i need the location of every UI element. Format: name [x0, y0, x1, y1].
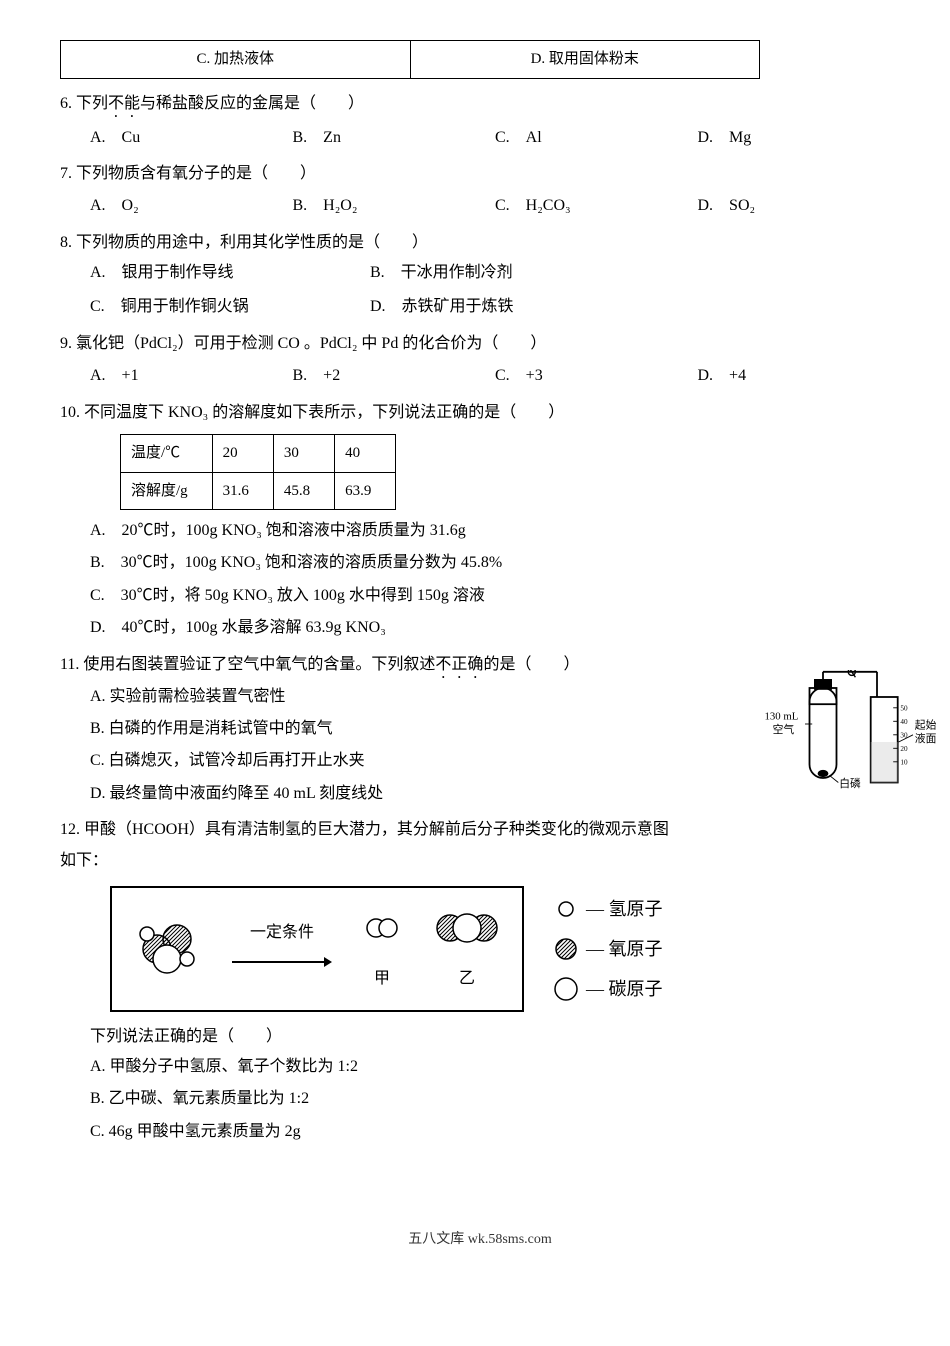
q8-opt-a: A. 银用于制作导线 [90, 258, 370, 288]
reaction-figure: 一定条件 甲 乙 [110, 886, 900, 1012]
t10-h3: 30 [273, 435, 334, 473]
molecule-h2 [362, 903, 402, 953]
q8-opt-c: C. 铜用于制作铜火锅 [90, 292, 370, 322]
q10-opt-c: C. 30℃时，将 50g KNO₃ 放入 100g 水中得到 150g 溶液 [90, 581, 900, 611]
q11-apparatus-figure: 50 40 30 20 10 130 mL 空气 白磷 起始 液面 [760, 670, 940, 805]
q6-opt-d: D. Mg [698, 123, 901, 153]
t10-h2: 20 [212, 435, 273, 473]
q7-opt-d: D. SO₂ [698, 191, 901, 221]
reaction-box: 一定条件 甲 乙 [110, 886, 524, 1012]
t10-r1: 溶解度/g [121, 472, 213, 510]
t10-h1: 温度/℃ [121, 435, 213, 473]
t10-h4: 40 [335, 435, 396, 473]
q6-opt-c: C. Al [495, 123, 698, 153]
question-11: 11. 使用右图装置验证了空气中氧气的含量。下列叙述不正确的是（ ） A. 实验… [60, 650, 900, 810]
q12-opt-a: A. 甲酸分子中氢原、氧子个数比为 1:2 [90, 1052, 900, 1082]
q6-underdot: 不能 [108, 95, 140, 112]
svg-text:130 mL: 130 mL [765, 710, 799, 722]
q6-opt-b: B. Zn [293, 123, 496, 153]
svg-text:50: 50 [900, 704, 908, 712]
q6-text-b: 与稀盐酸反应的金属是（ ） [140, 95, 364, 112]
q7-options: A. O₂ B. H₂O₂ C. H₂CO₃ D. SO₂ [60, 191, 900, 221]
q11-text-b: 的是（ ） [483, 656, 579, 673]
arrow-label: 一定条件 [232, 918, 332, 948]
q9-opt-b: B. +2 [293, 361, 496, 391]
q10-options: A. 20℃时，100g KNO₃ 饱和溶液中溶质质量为 31.6g B. 30… [60, 516, 900, 644]
cell-c: C. 加热液体 [61, 41, 411, 79]
q6-options: A. Cu B. Zn C. Al D. Mg [60, 123, 900, 153]
t10-r3: 45.8 [273, 472, 334, 510]
q10-text: 10. 不同温度下 KNO₃ 的溶解度如下表所示，下列说法正确的是（ ） [60, 404, 564, 421]
legend-c: — 碳原子 [586, 972, 663, 1006]
q10-opt-b: B. 30℃时，100g KNO₃ 饱和溶液的溶质质量分数为 45.8% [90, 548, 900, 578]
q11-underdot: 不正确 [435, 656, 483, 673]
question-8: 8. 下列物质的用途中，利用其化学性质的是（ ） A. 银用于制作导线 B. 干… [60, 228, 900, 323]
question-6: 6. 下列不能与稀盐酸反应的金属是（ ） A. Cu B. Zn C. Al D… [60, 89, 900, 153]
svg-text:白磷: 白磷 [839, 777, 861, 790]
svg-text:空气: 空气 [773, 723, 795, 736]
svg-text:液面: 液面 [915, 732, 937, 745]
q8-opt-b: B. 干冰用作制冷剂 [370, 258, 900, 288]
q12-opt-c: C. 46g 甲酸中氢元素质量为 2g [90, 1117, 900, 1147]
question-10: 10. 不同温度下 KNO₃ 的溶解度如下表所示，下列说法正确的是（ ） 温度/… [60, 398, 900, 644]
q7-opt-a: A. O₂ [90, 191, 293, 221]
question-12: 12. 甲酸（HCOOH）具有清洁制氢的巨大潜力，其分解前后分子种类变化的微观示… [60, 815, 900, 1147]
legend-o: — 氧原子 [586, 932, 663, 966]
svg-text:10: 10 [900, 758, 908, 766]
top-row-table: C. 加热液体 D. 取用固体粉末 [60, 40, 760, 79]
q9-opt-a: A. +1 [90, 361, 293, 391]
label-jia: 甲 [362, 964, 402, 994]
question-7: 7. 下列物质含有氧分子的是（ ） A. O₂ B. H₂O₂ C. H₂CO₃… [60, 159, 900, 222]
reaction-arrow: 一定条件 [232, 918, 332, 979]
svg-text:40: 40 [900, 718, 908, 726]
q7-opt-b: B. H₂O₂ [293, 191, 496, 221]
svg-text:20: 20 [900, 745, 908, 753]
label-yi: 乙 [432, 964, 502, 994]
molecule-hcooh [132, 914, 202, 984]
q11-text-a: 11. 使用右图装置验证了空气中氧气的含量。下列叙述 [60, 656, 435, 673]
q8-options: A. 银用于制作导线 B. 干冰用作制冷剂 C. 铜用于制作铜火锅 D. 赤铁矿… [60, 258, 900, 323]
svg-text:起始: 起始 [915, 718, 937, 731]
q10-opt-a: A. 20℃时，100g KNO₃ 饱和溶液中溶质质量为 31.6g [90, 516, 900, 546]
q9-opt-c: C. +3 [495, 361, 698, 391]
q8-opt-d: D. 赤铁矿用于炼铁 [370, 292, 900, 322]
q7-opt-c: C. H₂CO₃ [495, 191, 698, 221]
q12-followtext: 下列说法正确的是（ ） [60, 1022, 900, 1052]
q6-text-a: 6. 下列 [60, 95, 108, 112]
atom-legend: — 氢原子 — 氧原子 — 碳原子 [554, 892, 663, 1007]
q9-opt-d: D. +4 [698, 361, 901, 391]
q9-text: 9. 氯化钯（PdCl₂）可用于检测 CO 。PdCl₂ 中 Pd 的化合价为（… [60, 335, 546, 352]
question-9: 9. 氯化钯（PdCl₂）可用于检测 CO 。PdCl₂ 中 Pd 的化合价为（… [60, 329, 900, 392]
q12-opt-b: B. 乙中碳、氧元素质量比为 1:2 [90, 1084, 900, 1114]
cell-d: D. 取用固体粉末 [410, 41, 760, 79]
page-footer: 五八文库 wk.58sms.com [60, 1227, 900, 1254]
molecule-co2 [432, 903, 502, 953]
t10-r4: 63.9 [335, 472, 396, 510]
q12-options: A. 甲酸分子中氢原、氧子个数比为 1:2 B. 乙中碳、氧元素质量比为 1:2… [60, 1052, 900, 1147]
solubility-table: 温度/℃ 20 30 40 溶解度/g 31.6 45.8 63.9 [120, 434, 396, 510]
legend-h: — 氢原子 [586, 892, 663, 926]
q8-text: 8. 下列物质的用途中，利用其化学性质的是（ ） [60, 234, 428, 251]
q12-text: 12. 甲酸（HCOOH）具有清洁制氢的巨大潜力，其分解前后分子种类变化的微观示… [60, 821, 669, 838]
q9-options: A. +1 B. +2 C. +3 D. +4 [60, 361, 900, 391]
q10-opt-d: D. 40℃时，100g 水最多溶解 63.9g KNO₃ [90, 613, 900, 643]
q6-opt-a: A. Cu [90, 123, 293, 153]
t10-r2: 31.6 [212, 472, 273, 510]
q7-text: 7. 下列物质含有氧分子的是（ ） [60, 165, 316, 182]
q12-text2: 如下： [60, 852, 108, 869]
